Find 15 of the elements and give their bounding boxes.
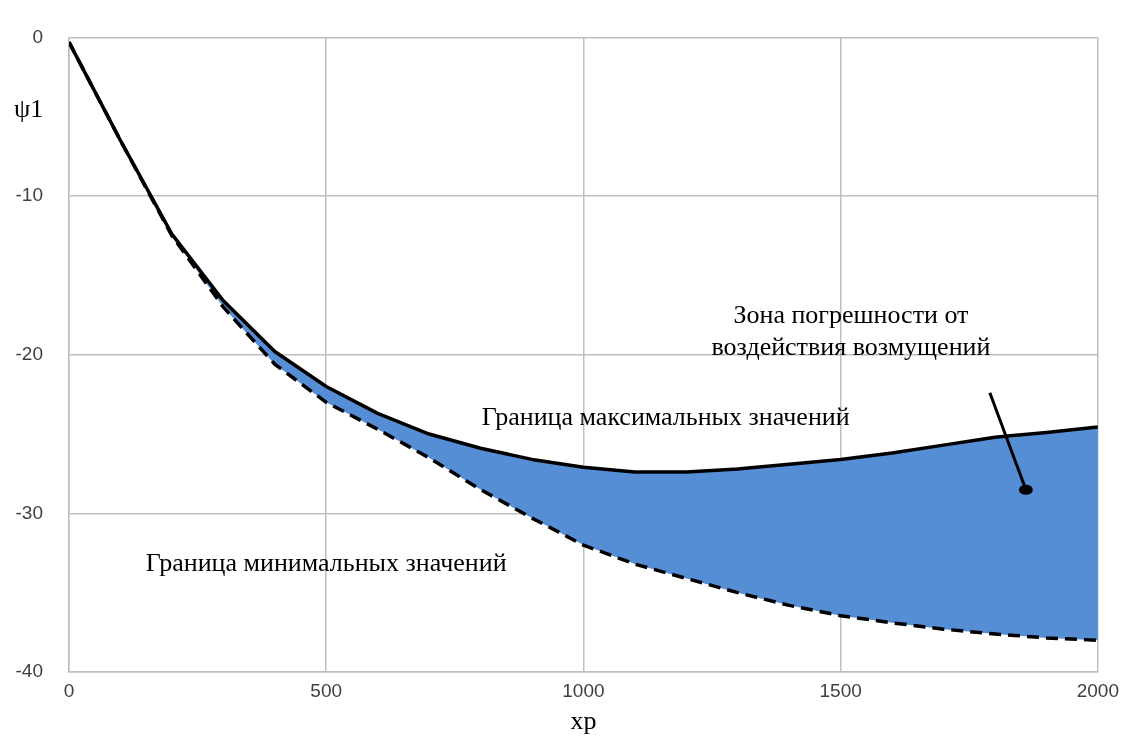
x-tick-label: 2000	[1076, 679, 1120, 701]
y-axis-title: ψ1	[14, 94, 44, 124]
x-tick-label: 0	[63, 679, 75, 701]
x-tick-label: 500	[310, 679, 343, 701]
y-tick-label: 0	[32, 25, 43, 47]
y-tick-label: -20	[15, 342, 43, 364]
y-tick-label: -10	[15, 184, 43, 206]
x-tick-label: 1500	[819, 679, 862, 701]
x-axis-title: xp	[570, 705, 597, 735]
series-label: Граница максимальных значений	[481, 401, 850, 431]
x-tick-label: 1000	[562, 679, 605, 701]
series-label: Граница минимальных значений	[145, 547, 507, 577]
y-tick-label: -40	[15, 660, 43, 682]
y-tick-label: -30	[15, 501, 43, 523]
annotation: Зона погрешности от воздействия возмущений	[711, 300, 991, 362]
